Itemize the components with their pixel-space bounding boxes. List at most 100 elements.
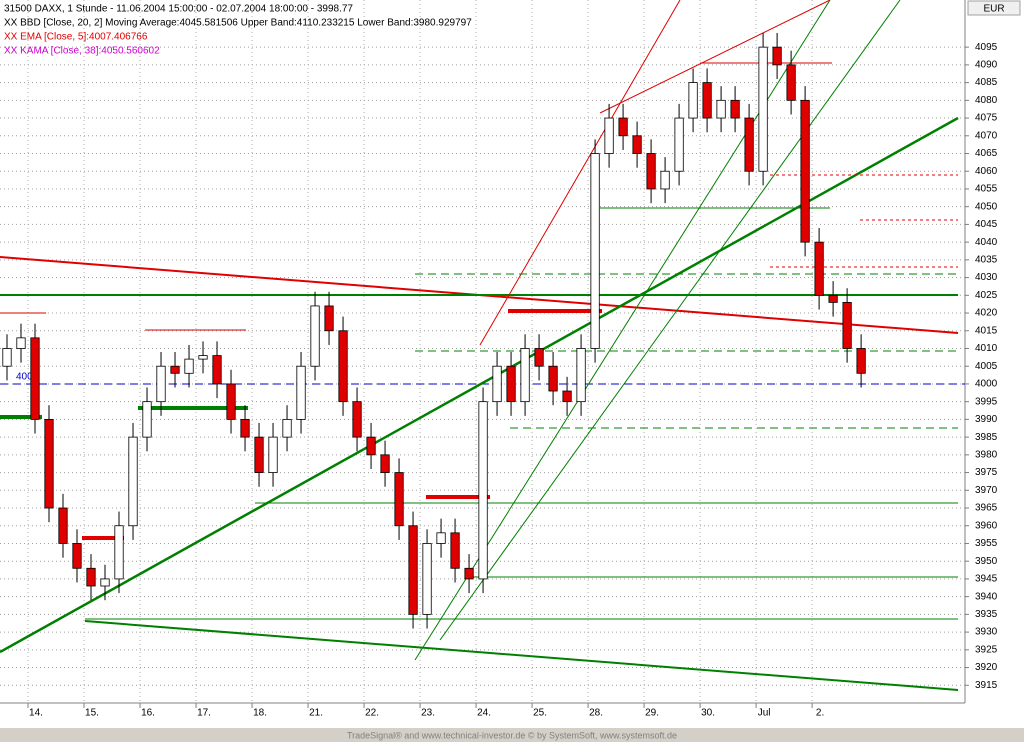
candle-body bbox=[226, 383, 236, 420]
y-tick-label: 4020 bbox=[975, 308, 998, 319]
y-tick-label: 3925 bbox=[975, 644, 998, 655]
candle-body bbox=[114, 525, 124, 580]
y-tick-label: 4085 bbox=[975, 77, 998, 88]
y-tick-label: 3985 bbox=[975, 432, 998, 443]
candle-body bbox=[184, 358, 194, 374]
currency: EUR bbox=[983, 4, 1004, 15]
candle-body bbox=[814, 241, 824, 296]
footer-bar bbox=[0, 728, 1024, 742]
x-tick-label: Jul bbox=[758, 708, 771, 719]
candle-body bbox=[520, 348, 530, 403]
candle-body bbox=[338, 330, 348, 403]
y-tick-label: 3970 bbox=[975, 485, 998, 496]
candle-body bbox=[380, 454, 390, 473]
candle-body bbox=[198, 355, 208, 360]
candle-body bbox=[660, 170, 670, 190]
x-tick-label: 30. bbox=[701, 708, 715, 719]
candle-body bbox=[30, 337, 40, 420]
x-tick-label: 2. bbox=[816, 708, 824, 719]
candle-body bbox=[2, 348, 12, 367]
currency-box bbox=[967, 0, 1021, 16]
candle-body bbox=[282, 418, 292, 438]
candle-body bbox=[576, 348, 586, 403]
trend-line bbox=[84, 620, 959, 691]
y-tick-label: 3995 bbox=[975, 396, 998, 407]
y-tick-label: 4095 bbox=[975, 42, 998, 53]
candle-body bbox=[296, 365, 306, 420]
y-tick-label: 4045 bbox=[975, 219, 998, 230]
candle-body bbox=[86, 567, 96, 587]
candle-body bbox=[254, 436, 264, 473]
candle-body bbox=[506, 365, 516, 403]
candle-body bbox=[492, 365, 502, 403]
x-tick-label: 17. bbox=[197, 708, 211, 719]
x-tick-label: 24. bbox=[477, 708, 491, 719]
candle-body bbox=[72, 543, 82, 569]
candle-body bbox=[590, 153, 600, 349]
candle-body bbox=[16, 337, 26, 349]
y-tick-label: 3950 bbox=[975, 556, 998, 567]
x-tick-label: 16. bbox=[141, 708, 155, 719]
x-tick-label: 22. bbox=[365, 708, 379, 719]
reference-label: 4000 bbox=[16, 372, 39, 383]
candle-body bbox=[730, 99, 740, 119]
y-tick-label: 4015 bbox=[975, 325, 998, 336]
chart-title: 31500 DAXX, 1 Stunde - 11.06.2004 15:00:… bbox=[4, 4, 353, 15]
candle-body bbox=[394, 472, 404, 527]
candle-body bbox=[128, 436, 138, 527]
y-tick-label: 3980 bbox=[975, 449, 998, 460]
y-tick-label: 4025 bbox=[975, 290, 998, 301]
candle-body bbox=[534, 348, 544, 367]
candle-body bbox=[100, 578, 110, 587]
x-tick-label: 28. bbox=[589, 708, 603, 719]
candle-body bbox=[170, 365, 180, 374]
y-tick-label: 3915 bbox=[975, 680, 998, 691]
y-tick-label: 4005 bbox=[975, 361, 998, 372]
candle-body bbox=[702, 82, 712, 119]
channel-line bbox=[599, 0, 831, 114]
legend-entry: XX KAMA [Close, 38]:4050.560602 bbox=[4, 46, 160, 57]
legend-entry: XX EMA [Close, 5]:4007.406766 bbox=[4, 32, 148, 43]
y-tick-label: 4000 bbox=[975, 379, 998, 390]
y-tick-label: 3935 bbox=[975, 609, 998, 620]
y-tick-label: 3975 bbox=[975, 467, 998, 478]
y-tick-label: 4040 bbox=[975, 237, 998, 248]
x-tick-label: 29. bbox=[645, 708, 659, 719]
candle-body bbox=[436, 532, 446, 544]
x-tick-label: 21. bbox=[309, 708, 323, 719]
candle-body bbox=[716, 99, 726, 119]
candle-body bbox=[352, 401, 362, 438]
y-tick-label: 4070 bbox=[975, 130, 998, 141]
candle-body bbox=[548, 365, 558, 392]
legend: 31500 DAXX, 1 Stunde - 11.06.2004 15:00:… bbox=[4, 4, 472, 57]
y-tick-label: 4065 bbox=[975, 148, 998, 159]
candle-body bbox=[604, 117, 614, 154]
y-tick-label: 4075 bbox=[975, 113, 998, 124]
x-tick-label: 23. bbox=[421, 708, 435, 719]
candle-body bbox=[632, 135, 642, 154]
y-tick-label: 3945 bbox=[975, 574, 998, 585]
candle-body bbox=[828, 294, 838, 303]
y-tick-label: 4010 bbox=[975, 343, 998, 354]
candle-body bbox=[800, 99, 810, 243]
y-tick-label: 3940 bbox=[975, 591, 998, 602]
y-tick-label: 3930 bbox=[975, 627, 998, 638]
channel-line bbox=[479, 0, 681, 346]
legend-entry: XX BBD [Close, 20, 2] Moving Average:404… bbox=[4, 18, 472, 29]
candle-body bbox=[58, 507, 68, 544]
candle-body bbox=[772, 46, 782, 66]
trend-line bbox=[0, 116, 959, 654]
x-tick-label: 25. bbox=[533, 708, 547, 719]
y-tick-label: 4030 bbox=[975, 272, 998, 283]
candle-body bbox=[324, 305, 334, 332]
candle-body bbox=[856, 348, 866, 374]
candle-body bbox=[562, 390, 572, 403]
x-tick-label: 15. bbox=[85, 708, 99, 719]
candle-body bbox=[44, 418, 54, 509]
y-tick-label: 3920 bbox=[975, 662, 998, 673]
x-tick-label: 14. bbox=[29, 708, 43, 719]
y-tick-label: 4050 bbox=[975, 201, 998, 212]
candle-body bbox=[758, 46, 768, 172]
